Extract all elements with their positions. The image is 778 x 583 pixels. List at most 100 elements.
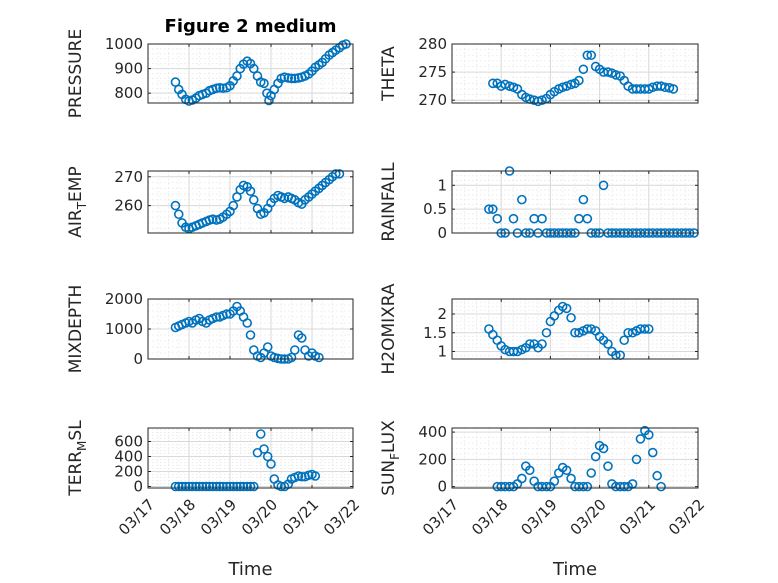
y-tick-label: 270 (418, 91, 447, 109)
data-point (289, 73, 300, 84)
data-point (207, 481, 218, 492)
x-axis-label: Time (552, 559, 597, 580)
data-point (578, 64, 589, 75)
data-point (561, 81, 572, 91)
y-tick-label: 1 (437, 343, 447, 361)
data-point (184, 481, 194, 492)
data-point (259, 444, 269, 454)
x-tick-label: 03/20 (238, 496, 281, 539)
data-point (334, 169, 345, 179)
data-point (238, 481, 249, 492)
axes-box (451, 170, 699, 234)
y-tick-label: 0.5 (423, 200, 447, 218)
axes-box (451, 43, 699, 104)
data-point (211, 312, 222, 322)
y-tick-label: 800 (114, 84, 143, 102)
x-tick-label: 03/21 (616, 496, 659, 539)
data-point (586, 324, 597, 334)
data-point (598, 180, 609, 191)
data-point (248, 195, 259, 205)
data-point (561, 303, 572, 314)
data-point (582, 50, 593, 61)
y-tick-label: 2 (437, 305, 447, 323)
data-point (500, 79, 510, 90)
data-point (279, 72, 290, 82)
data-point (204, 481, 215, 492)
axes-box (147, 427, 354, 489)
data-point (603, 339, 613, 349)
data-point (524, 339, 535, 349)
data-point (248, 481, 259, 492)
y-axis-label: THETA (379, 46, 399, 102)
subplot-3: 260 270 AIRTEMP (66, 166, 354, 238)
data-point (211, 83, 222, 94)
data-point (488, 204, 498, 214)
data-point (578, 194, 589, 205)
data-point (221, 481, 232, 492)
y-tick-label: 260 (114, 197, 143, 215)
y-axis-label: SUNFLUX (379, 420, 402, 496)
x-axis-label: Time (227, 559, 272, 580)
x-tick-label: 03/18 (156, 496, 199, 539)
data-point (652, 470, 662, 481)
data-point (656, 481, 666, 492)
data-point (187, 481, 198, 492)
data-point (255, 429, 266, 439)
data-point (508, 213, 519, 224)
data-point (537, 213, 547, 224)
axes-box (147, 43, 354, 104)
data-point (590, 451, 601, 462)
data-point (574, 327, 584, 338)
data-point (228, 481, 239, 492)
x-tick-label: 03/18 (468, 496, 511, 539)
data-point (647, 447, 658, 458)
y-tick-label: 600 (114, 433, 143, 451)
x-tick-label: 03/17 (419, 496, 462, 539)
data-point (264, 95, 274, 106)
data-point (541, 327, 552, 338)
data-point (242, 318, 253, 328)
subplot-4: 0 0.5 1 RAINFALL (379, 162, 699, 242)
y-tick-label: 0 (437, 478, 447, 496)
x-tick-label: 03/22 (665, 496, 708, 539)
data-point (566, 473, 576, 484)
data-point (262, 342, 273, 352)
data-point (242, 481, 253, 492)
data-point (314, 352, 324, 363)
x-tick-label: 03/22 (320, 496, 363, 539)
data-point (218, 481, 228, 492)
data-point (598, 443, 609, 454)
y-tick-label: 1 (437, 176, 447, 194)
subplot-1: 800 900 1000 PRESSURE Figure 2 medium (66, 16, 354, 118)
axes-box (451, 298, 699, 360)
data-point (566, 312, 576, 323)
data-point (194, 481, 205, 492)
subplot-6: 11.52 H2OMIXRA (379, 283, 699, 375)
x-tick-label: 03/20 (567, 496, 610, 539)
data-point (619, 481, 630, 492)
data-point (574, 75, 584, 86)
data-point (296, 333, 307, 343)
axes-box (451, 427, 699, 489)
data-point (170, 481, 181, 492)
data-point (283, 73, 294, 83)
data-point (492, 213, 503, 224)
data-point (643, 430, 654, 440)
data-point (245, 481, 256, 492)
x-tick-label: 03/21 (279, 496, 322, 539)
y-axis-label: AIRTEMP (66, 166, 89, 237)
y-tick-label: 0 (133, 350, 143, 368)
y-axis-label: TERRMSL (66, 420, 89, 497)
data-point (248, 63, 259, 74)
chart-title: Figure 2 medium (165, 16, 337, 37)
y-axis-label: H2OMIXRA (379, 283, 399, 374)
axes-background (452, 171, 698, 233)
y-tick-label: 1.5 (423, 324, 447, 342)
data-point (310, 471, 321, 481)
data-point (603, 461, 613, 471)
data-point (640, 324, 650, 334)
data-point (245, 330, 256, 340)
data-point (619, 335, 630, 346)
data-point (643, 324, 654, 334)
y-axis-label: MIXDEPTH (66, 285, 86, 374)
